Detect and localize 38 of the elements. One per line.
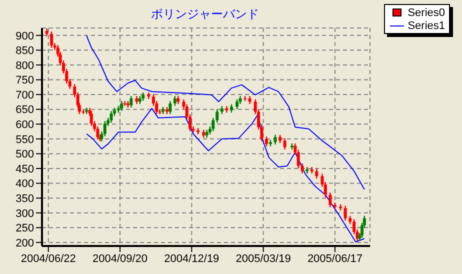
candlestick xyxy=(50,30,54,48)
candlestick xyxy=(265,136,268,147)
candlestick xyxy=(168,100,172,115)
x-tick-label: 2004/06/22 xyxy=(20,252,76,265)
candlestick xyxy=(283,138,286,150)
y-tick-label: 700 xyxy=(16,89,34,102)
line-series xyxy=(86,108,365,242)
candlestick xyxy=(120,100,124,112)
y-tick-label: 850 xyxy=(16,45,34,58)
y-tick-label: 250 xyxy=(16,222,34,235)
candlestick xyxy=(110,110,113,124)
y-tick-label: 750 xyxy=(16,74,34,87)
candlestick xyxy=(274,134,277,146)
candlestick xyxy=(328,192,332,208)
legend-label: Series0 xyxy=(408,6,445,18)
y-tick-label: 800 xyxy=(16,60,34,72)
x-tick-label: 2004/09/20 xyxy=(92,252,148,265)
candlestick xyxy=(130,95,133,108)
y-tick-label: 550 xyxy=(16,134,34,146)
x-tick-label: 2005/06/17 xyxy=(307,252,362,265)
y-tick-label: 900 xyxy=(16,30,34,42)
line-series xyxy=(86,35,365,190)
y-tick-label: 350 xyxy=(16,192,34,205)
y-tick-label: 200 xyxy=(16,237,34,250)
x-tick-label: 2005/03/19 xyxy=(236,252,291,265)
candlestick xyxy=(315,168,318,180)
candlestick xyxy=(173,95,176,106)
chart-title: ボリンジャーバンド xyxy=(150,6,260,23)
x-tick-label: 2004/12/19 xyxy=(164,252,220,265)
y-tick-label: 300 xyxy=(16,208,34,220)
y-tick-label: 650 xyxy=(16,104,34,116)
y-tick-label: 600 xyxy=(16,119,34,132)
candlestick xyxy=(236,98,239,110)
y-tick-label: 450 xyxy=(16,163,34,176)
legend-label: Series1 xyxy=(408,20,445,32)
y-tick-label: 400 xyxy=(16,178,34,190)
y-tick-label: 500 xyxy=(16,148,34,161)
candlestick xyxy=(344,205,347,222)
